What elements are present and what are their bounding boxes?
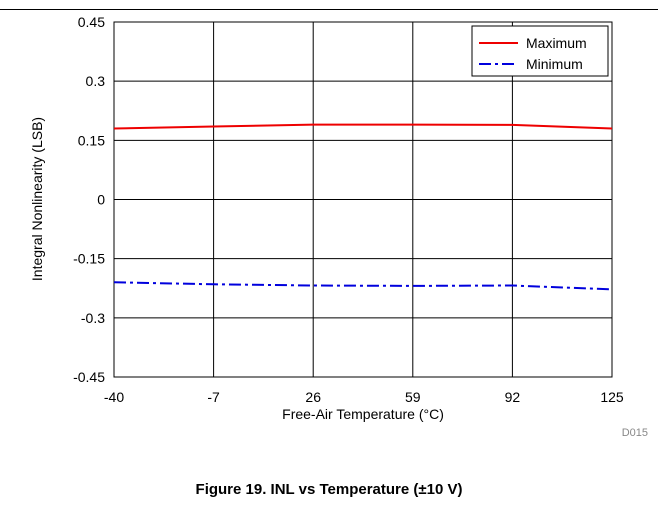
series-line-maximum [113,123,613,130]
top-rule [0,9,658,10]
x-tick-label: 125 [600,389,624,405]
y-tick-labels: 0.45 0.3 0.15 0 -0.15 -0.3 -0.45 [73,14,105,385]
y-tick-label: 0 [97,192,105,208]
y-axis-label: Integral Nonlinearity (LSB) [29,117,45,281]
figure-caption: Figure 19. INL vs Temperature (±10 V) [195,481,463,498]
x-tick-label: -7 [207,389,220,405]
grid [114,22,612,377]
y-tick-label: -0.45 [73,369,105,385]
legend-label-maximum: Maximum [526,35,587,51]
y-tick-label: -0.3 [81,310,105,326]
y-tick-label: 0.15 [78,132,105,148]
y-tick-label: 0.3 [86,73,106,89]
x-tick-label: -40 [104,389,124,405]
x-tick-label: 92 [505,389,521,405]
x-tick-label: 59 [405,389,421,405]
inl-chart: -40 -7 26 59 92 125 0.45 0.3 0.15 0 -0.15 -0.3 -0.4… [29,14,648,439]
series-line-minimum [113,281,613,291]
x-tick-labels: -40 -7 26 59 92 125 [104,389,624,405]
x-tick-label: 26 [305,389,321,405]
figure-code: D015 [622,427,648,439]
legend: Maximum Minimum [471,25,609,77]
legend-label-minimum: Minimum [526,56,583,72]
legend-box [471,25,609,77]
plot-frame [113,21,613,378]
x-axis-label: Free-Air Temperature (°C) [282,406,444,422]
y-tick-label: 0.45 [78,14,105,30]
y-tick-label: -0.15 [73,251,105,267]
series-layer [113,123,613,291]
